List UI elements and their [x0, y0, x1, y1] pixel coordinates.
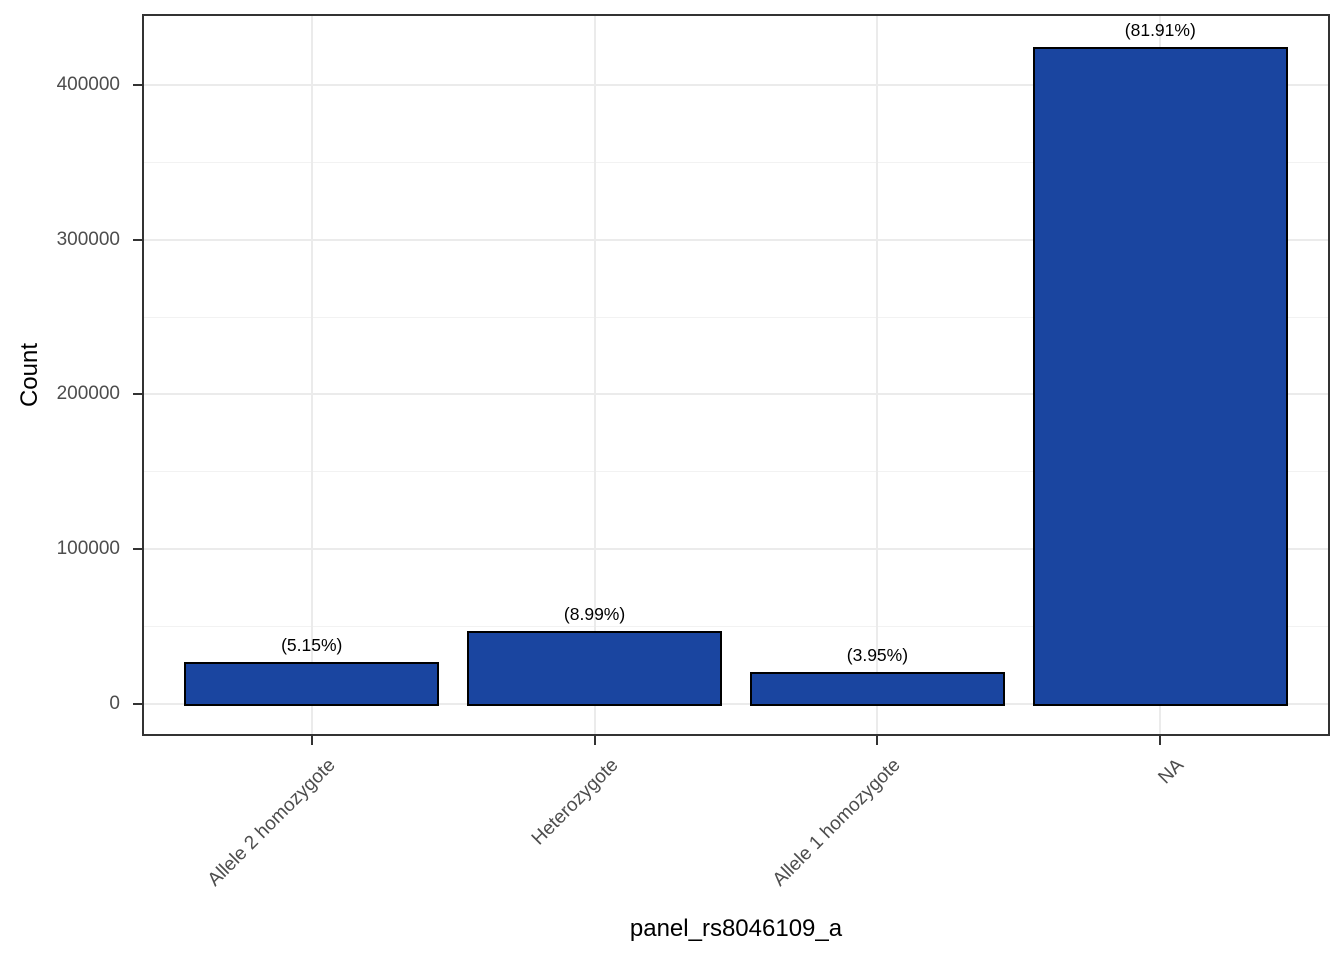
x-axis-tick-label: Heterozygote	[527, 754, 623, 850]
x-axis-tick	[593, 736, 596, 745]
x-axis-title: panel_rs8046109_a	[629, 915, 843, 942]
y-axis-tick-label: 100000	[56, 537, 120, 559]
y-axis-tick	[133, 547, 142, 550]
gridline-major-vertical	[310, 16, 313, 734]
gridline-major-horizontal	[144, 702, 1328, 705]
y-axis-tick	[133, 702, 142, 705]
y-axis-tick-label: 200000	[56, 383, 120, 405]
x-axis-tick-label: Allele 1 homozygote	[769, 754, 905, 891]
gridline-major-vertical	[593, 16, 596, 734]
gridline-minor-horizontal	[144, 625, 1328, 627]
y-axis-tick	[133, 393, 142, 396]
bar	[750, 671, 1005, 706]
gridline-major-horizontal	[144, 393, 1328, 396]
gridline-minor-horizontal	[144, 316, 1328, 318]
y-axis-tick-label: 300000	[56, 228, 120, 250]
bar-value-label: (3.95%)	[846, 644, 909, 665]
x-axis-tick	[1159, 736, 1162, 745]
gridline-major-vertical	[876, 16, 879, 734]
y-axis-tick	[133, 238, 142, 241]
gridline-major-horizontal	[144, 84, 1328, 87]
gridline-major-horizontal	[144, 547, 1328, 550]
x-axis-tick-label: NA	[1154, 754, 1188, 789]
bar	[184, 662, 439, 706]
plot-panel	[142, 14, 1330, 736]
bar-value-label: (81.91%)	[1124, 20, 1196, 41]
x-axis-tick	[876, 736, 879, 745]
gridline-minor-horizontal	[144, 471, 1328, 473]
y-axis-tick	[133, 84, 142, 87]
x-axis-tick-label: Allele 2 homozygote	[203, 754, 340, 891]
bar-value-label: (8.99%)	[563, 604, 626, 625]
bar	[467, 631, 722, 706]
gridline-minor-horizontal	[144, 161, 1328, 163]
y-axis-title: Count	[16, 342, 43, 408]
gridline-major-horizontal	[144, 238, 1328, 241]
x-axis-tick	[310, 736, 313, 745]
bar	[1032, 47, 1288, 706]
y-axis-tick-label: 400000	[56, 74, 120, 96]
y-axis-tick-label: 0	[109, 692, 120, 714]
bar-value-label: (5.15%)	[281, 635, 343, 656]
